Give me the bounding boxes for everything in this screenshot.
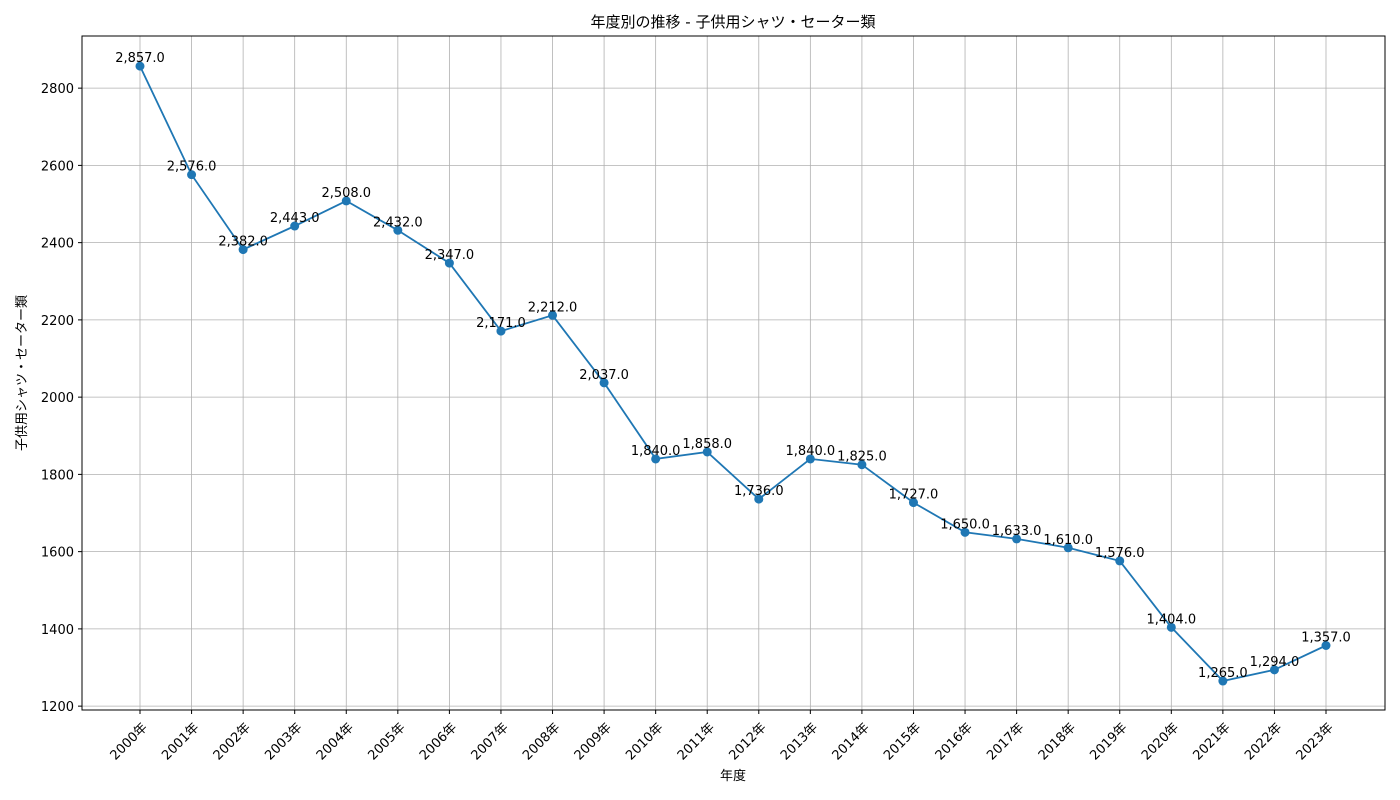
x-tick-label: 2019年 (1087, 720, 1130, 763)
x-tick-label: 2018年 (1036, 720, 1079, 763)
data-point (908, 498, 918, 508)
x-tick-label: 2001年 (159, 720, 202, 763)
data-point (651, 454, 661, 464)
y-tick-label: 1200 (41, 700, 74, 715)
data-point (1218, 676, 1228, 686)
data-point (548, 310, 558, 320)
data-point (1166, 622, 1176, 632)
data-label: 1,825.0 (837, 450, 887, 465)
x-axis-label: 年度 (720, 768, 746, 784)
data-label: 2,576.0 (167, 160, 217, 175)
x-tick-label: 2003年 (262, 720, 305, 763)
data-label: 2,347.0 (425, 248, 475, 263)
y-tick-label: 2600 (41, 159, 74, 174)
data-label: 2,171.0 (476, 316, 526, 331)
x-tick-label: 2017年 (984, 720, 1027, 763)
data-label: 1,357.0 (1301, 630, 1351, 645)
data-point (187, 170, 197, 180)
x-tick-label: 2013年 (778, 720, 821, 763)
data-point (1115, 556, 1125, 566)
data-label: 1,840.0 (786, 444, 836, 459)
data-point (1321, 640, 1331, 650)
data-label: 2,212.0 (528, 300, 578, 315)
data-point (857, 460, 867, 470)
x-tick-label: 2016年 (933, 720, 976, 763)
data-label: 2,382.0 (218, 235, 268, 250)
data-label: 2,857.0 (115, 51, 165, 66)
data-label: 2,508.0 (321, 186, 371, 201)
data-point (754, 494, 764, 504)
x-tick-label: 2005年 (365, 720, 408, 763)
y-tick-label: 1600 (41, 546, 74, 561)
data-label: 2,037.0 (579, 368, 629, 383)
data-point (341, 196, 351, 206)
chart-title: 年度別の推移 - 子供用シャツ・セーター類 (591, 13, 876, 31)
y-tick-label: 2000 (41, 391, 74, 406)
y-axis-label: 子供用シャツ・セーター類 (15, 295, 30, 451)
data-point (960, 527, 970, 537)
data-point (1012, 534, 1022, 544)
x-tick-label: 2000年 (108, 720, 151, 763)
series-line (139, 65, 1327, 682)
x-tick-label: 2012年 (726, 720, 769, 763)
data-label: 1,294.0 (1250, 655, 1300, 670)
x-tick-label: 2014年 (830, 720, 873, 763)
data-point (238, 245, 248, 255)
data-label: 2,443.0 (270, 211, 320, 226)
x-tick-label: 2007年 (469, 720, 512, 763)
x-tick-label: 2020年 (1139, 720, 1182, 763)
plot-frame (81, 35, 1386, 711)
y-tick-label: 2800 (41, 82, 74, 97)
data-label: 1,576.0 (1095, 546, 1145, 561)
data-label: 1,633.0 (992, 524, 1042, 539)
x-tick-label: 2002年 (211, 720, 254, 763)
data-label: 1,650.0 (940, 517, 990, 532)
data-label: 2,432.0 (373, 215, 423, 230)
data-point (496, 326, 506, 336)
x-tick-label: 2009年 (572, 720, 615, 763)
x-tick-label: 2004年 (314, 720, 357, 763)
data-point (599, 378, 609, 388)
data-point (290, 221, 300, 231)
data-label: 1,610.0 (1043, 533, 1093, 548)
x-axis-ticks: 2000年 2001年 2002年 2003年 2004年 2005年 2006年 2007年… (108, 710, 1337, 763)
data-point (1063, 543, 1073, 553)
y-axis-ticks: 1200 1400 1600 1800 2000 2200 2400 2600 2800 (41, 82, 82, 715)
x-tick-label: 2008年 (520, 720, 563, 763)
data-point (393, 225, 403, 235)
grid (82, 36, 1385, 710)
data-label: 1,727.0 (889, 488, 939, 503)
x-tick-label: 2022年 (1242, 720, 1285, 763)
data-labels: 2,857.0 2,576.0 2,382.02,443.02,508.02,432… (115, 51, 1351, 681)
data-label: 1,858.0 (682, 437, 732, 452)
x-tick-label: 2015年 (881, 720, 924, 763)
data-label: 1,404.0 (1146, 612, 1196, 627)
x-tick-label: 2011年 (675, 720, 718, 763)
data-point (702, 447, 712, 457)
x-tick-label: 2006年 (417, 720, 460, 763)
data-label: 1,265.0 (1198, 666, 1248, 681)
y-tick-label: 1400 (41, 623, 74, 638)
data-label: 1,840.0 (631, 444, 681, 459)
x-tick-label: 2021年 (1190, 720, 1233, 763)
data-label: 1,736.0 (734, 484, 784, 499)
y-tick-label: 1800 (41, 468, 74, 483)
data-points (135, 61, 1331, 686)
data-point (444, 258, 454, 268)
x-tick-label: 2023年 (1294, 720, 1337, 763)
data-point (1269, 665, 1279, 675)
data-point (805, 454, 815, 464)
y-tick-label: 2400 (41, 237, 74, 252)
y-tick-label: 2200 (41, 314, 74, 329)
data-point (135, 61, 145, 71)
x-tick-label: 2010年 (623, 720, 666, 763)
